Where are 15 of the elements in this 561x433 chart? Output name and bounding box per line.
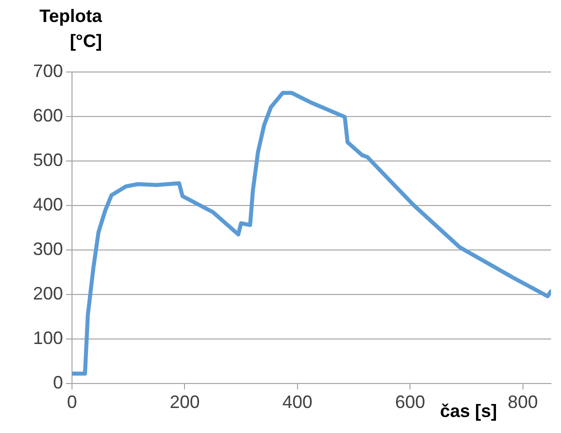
y-tick-label: 500: [32, 150, 64, 170]
y-tick-label: 700: [32, 60, 64, 81]
y-tick-label: 200: [32, 283, 64, 304]
y-tick-label: 0: [53, 372, 64, 392]
y-tick-label: 400: [32, 194, 64, 214]
y-tick-label: 600: [32, 105, 64, 126]
x-axis-title: čas [s]: [440, 401, 498, 422]
y-tick-label: 300: [32, 238, 64, 259]
x-tick-label: 600: [395, 392, 426, 412]
x-tick-label: 400: [282, 392, 312, 412]
x-tick-label: 0: [67, 392, 78, 412]
x-tick-label: 800: [508, 392, 538, 412]
y-tick-label: 100: [32, 328, 64, 348]
x-tick-label: 200: [170, 392, 200, 412]
y-axis-title: Teplota [°C]: [38, 5, 102, 53]
